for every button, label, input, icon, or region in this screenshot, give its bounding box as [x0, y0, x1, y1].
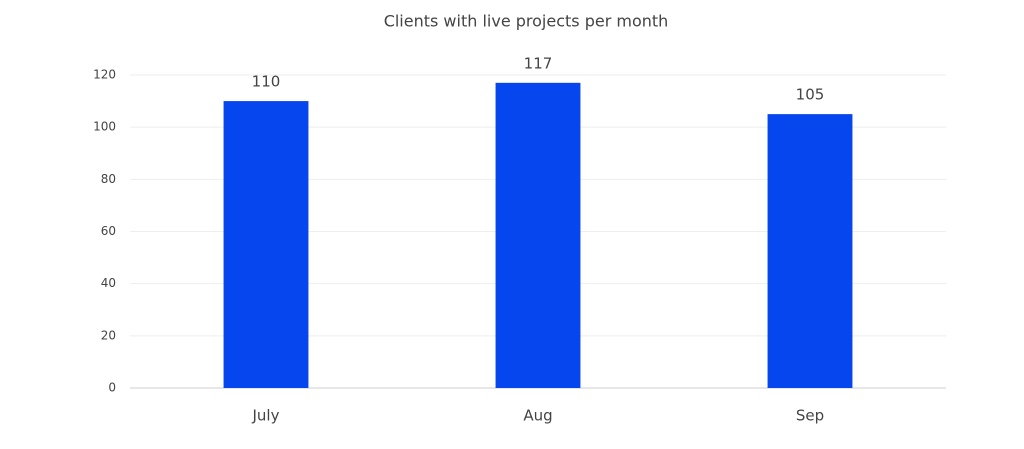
bar	[767, 114, 853, 388]
x-tick-label: July	[252, 407, 280, 425]
bar	[495, 82, 581, 388]
y-tick-label: 60	[101, 224, 116, 238]
x-tick-label: Aug	[523, 407, 552, 425]
y-tick-label: 100	[93, 120, 116, 134]
x-tick-label: Sep	[796, 407, 824, 425]
y-tick-label: 0	[108, 381, 116, 395]
y-tick-label: 120	[93, 68, 116, 82]
y-tick-label: 20	[101, 328, 116, 342]
y-tick-label: 40	[101, 276, 116, 290]
y-tick-label: 80	[101, 172, 116, 186]
bar	[223, 101, 309, 388]
value-label: 110	[252, 73, 281, 91]
value-label: 117	[524, 54, 553, 72]
value-label: 105	[796, 86, 825, 104]
chart-title: Clients with live projects per month	[384, 12, 669, 31]
